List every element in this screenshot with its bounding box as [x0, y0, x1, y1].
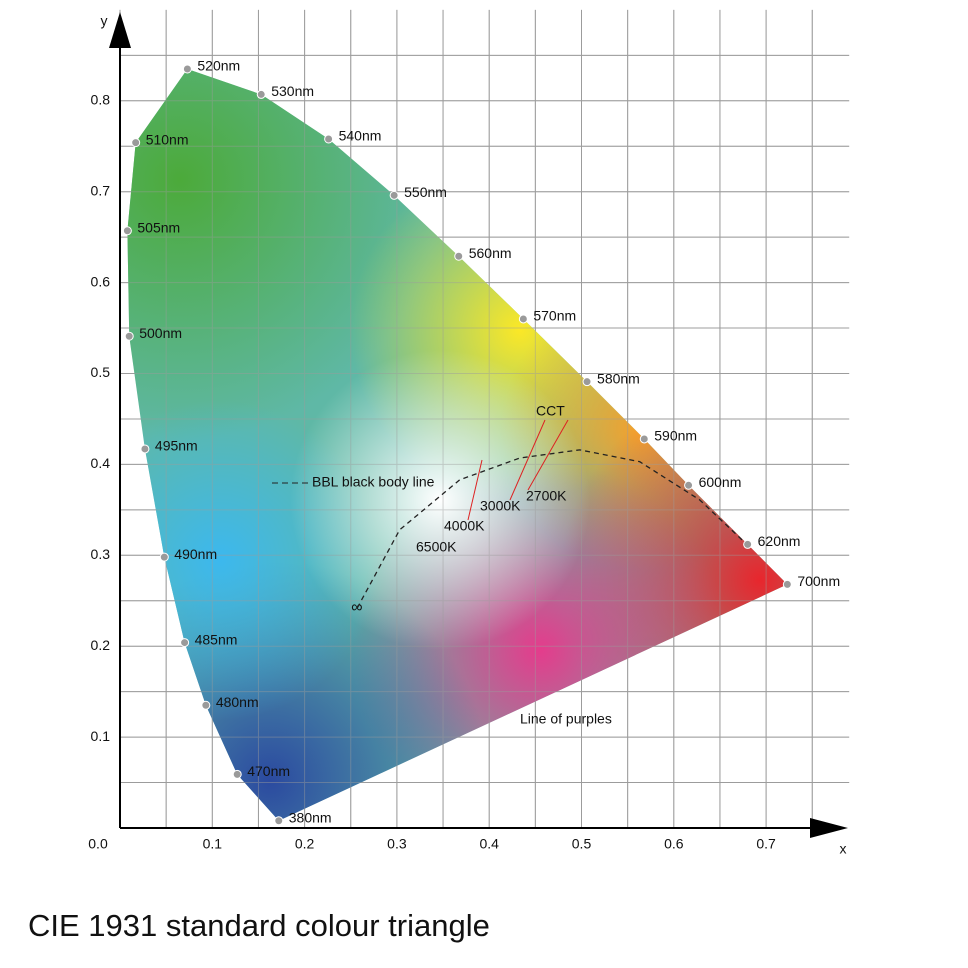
x-tick-label: 0.5: [572, 836, 592, 852]
cct-label: CCT: [536, 403, 565, 419]
point-label: 470nm: [247, 763, 290, 779]
point-label: 560nm: [469, 245, 512, 261]
bbl-label: BBL black body line: [312, 474, 435, 490]
cct-3000: 3000K: [480, 498, 521, 514]
point-label: 590nm: [654, 428, 697, 444]
locus-point: [232, 769, 242, 779]
y-tick-label: 0.5: [91, 364, 111, 380]
purples-label: Line of purples: [520, 711, 612, 727]
x-arrow: [810, 818, 848, 838]
locus-point: [582, 377, 592, 387]
point-label: 500nm: [139, 325, 182, 341]
cct-leaders: [467, 419, 569, 521]
cct-6500: 6500K: [416, 539, 457, 555]
bbl-curve: [356, 449, 746, 609]
cct-4000: 4000K: [444, 518, 485, 534]
point-label: 540nm: [339, 128, 382, 144]
y-tick-label: 0.7: [91, 182, 111, 198]
point-label: 550nm: [404, 184, 447, 200]
cct-2700: 2700K: [526, 488, 567, 504]
locus-point: [274, 816, 284, 826]
x-tick-label: 0.4: [479, 836, 499, 852]
x-axis-label: x: [840, 841, 847, 857]
y-tick-label: 0.8: [91, 92, 111, 108]
locus-point: [743, 539, 753, 549]
x-tick-label: 0.3: [387, 836, 407, 852]
y-tick-label: 0.1: [91, 728, 111, 744]
locus-point: [454, 251, 464, 261]
locus-point: [122, 226, 132, 236]
point-label: 530nm: [271, 83, 314, 99]
locus-point: [518, 314, 528, 324]
locus-point: [124, 331, 134, 341]
y-tick-label: 0.2: [91, 637, 111, 653]
point-label: 520nm: [197, 58, 240, 74]
locus-point: [131, 138, 141, 148]
point-label: 490nm: [174, 546, 217, 562]
point-label: 510nm: [146, 131, 189, 147]
x-tick-label: 0.2: [295, 836, 315, 852]
point-label: 480nm: [216, 694, 259, 710]
x-tick-label: 0.6: [664, 836, 684, 852]
locus-point: [159, 552, 169, 562]
y-tick-label: 0.4: [91, 455, 111, 471]
x-tick-label: 0.1: [203, 836, 223, 852]
point-label: 600nm: [699, 474, 742, 490]
locus-point: [182, 64, 192, 74]
y-tick-label: 0.6: [91, 273, 111, 289]
locus-point: [639, 434, 649, 444]
x-tick-label: 0.7: [756, 836, 776, 852]
x-tick-label: 0.0: [88, 836, 108, 852]
locus-point: [256, 89, 266, 99]
locus-point: [684, 480, 694, 490]
point-label: 700nm: [797, 573, 840, 589]
y-tick-label: 0.3: [91, 546, 111, 562]
locus-point: [782, 579, 792, 589]
point-label: 485nm: [195, 631, 238, 647]
chart-title: CIE 1931 standard colour triangle: [28, 908, 490, 943]
point-label: 380nm: [289, 809, 332, 825]
locus-point: [201, 700, 211, 710]
y-axis-label: y: [101, 13, 108, 29]
locus-point: [180, 638, 190, 648]
y-arrow: [109, 12, 131, 48]
locus-point: [140, 444, 150, 454]
point-label: 620nm: [758, 533, 801, 549]
point-label: 495nm: [155, 438, 198, 454]
point-label: 570nm: [533, 308, 576, 324]
locus-point: [324, 134, 334, 144]
point-label: 505nm: [137, 219, 180, 235]
point-label: 580nm: [597, 370, 640, 386]
locus-point: [389, 190, 399, 200]
